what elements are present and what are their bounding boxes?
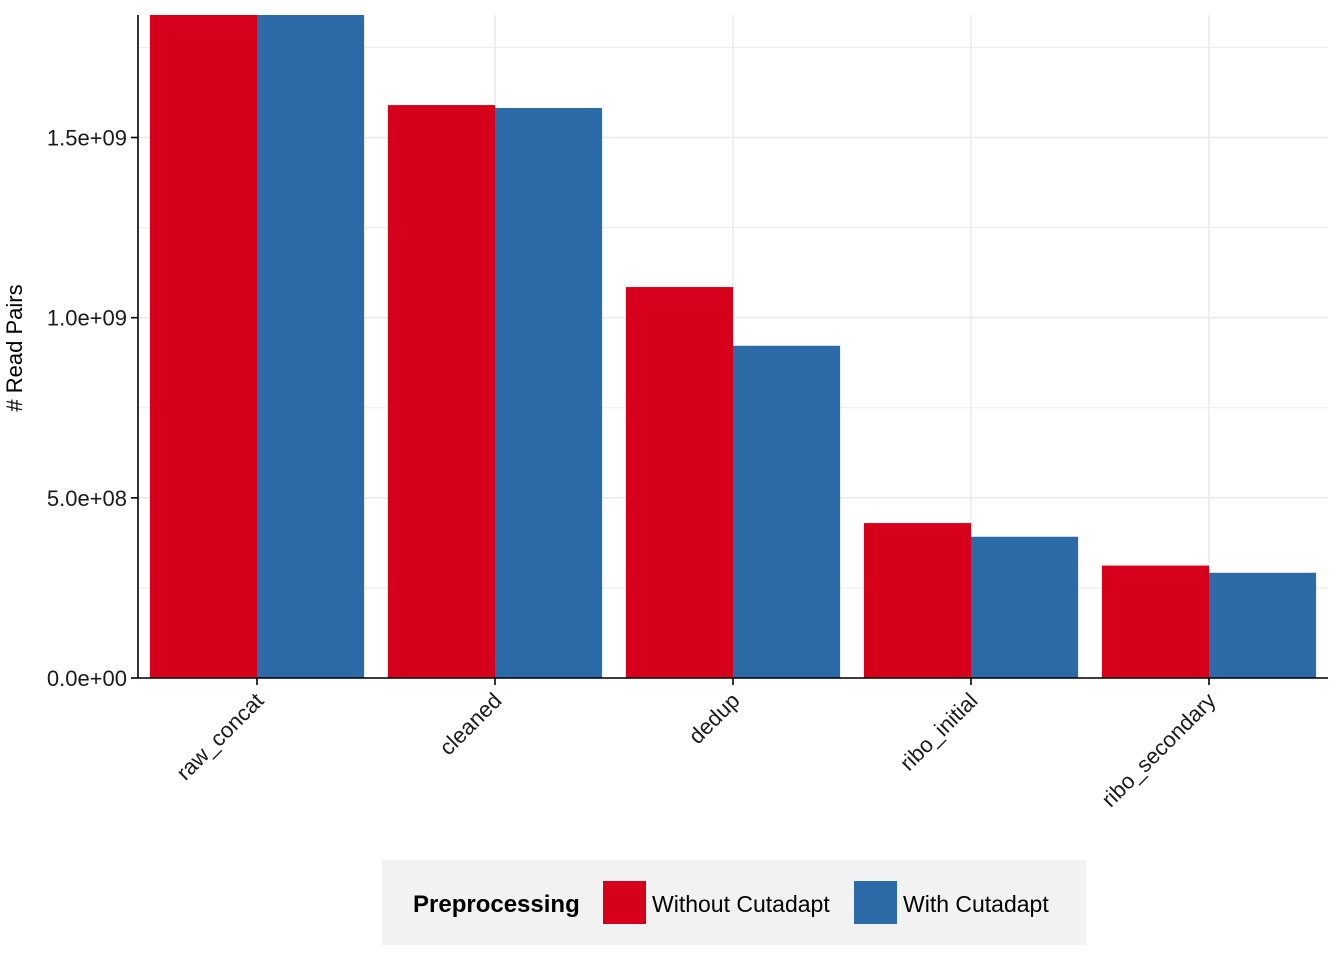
legend-key-without-cutadapt xyxy=(603,881,646,924)
x-ticks: raw_concat cleaned dedup ribo_initial ribo_s… xyxy=(171,678,1221,812)
x-tick-label: ribo_initial xyxy=(895,688,983,776)
bar-cleaned-with-cutadapt xyxy=(495,107,603,679)
y-tick-label: 5.0e+08 xyxy=(47,486,127,511)
y-ticks: 0.0e+00 5.0e+08 1.0e+09 1.5e+09 xyxy=(47,126,138,691)
bar-ribo_initial-without-cutadapt xyxy=(863,523,971,678)
bar-raw_concat-without-cutadapt xyxy=(149,15,257,678)
y-tick-label: 1.0e+09 xyxy=(47,306,127,331)
x-tick-label: raw_concat xyxy=(171,688,268,785)
bar-cleaned-without-cutadapt xyxy=(387,105,495,678)
legend-key-with-cutadapt xyxy=(854,881,897,924)
x-tick-label: ribo_secondary xyxy=(1096,688,1220,812)
legend-title: Preprocessing xyxy=(413,891,580,918)
legend: Preprocessing Without Cutadapt With Cutad… xyxy=(382,860,1086,945)
bar-ribo_secondary-with-cutadapt xyxy=(1209,572,1317,678)
x-tick-label: dedup xyxy=(684,688,745,749)
y-tick-label: 1.5e+09 xyxy=(47,126,127,151)
y-tick-label: 0.0e+00 xyxy=(47,666,127,691)
bar-dedup-without-cutadapt xyxy=(625,287,733,678)
bar-ribo_secondary-without-cutadapt xyxy=(1101,565,1209,678)
legend-background xyxy=(382,860,1086,945)
y-axis-title: # Read Pairs xyxy=(2,284,27,411)
legend-items: Without Cutadapt With Cutadapt xyxy=(603,881,1049,924)
bar-dedup-with-cutadapt xyxy=(733,345,841,678)
bars-layer xyxy=(149,15,1317,679)
legend-label-with-cutadapt: With Cutadapt xyxy=(903,891,1049,917)
bar-ribo_initial-with-cutadapt xyxy=(971,536,1079,678)
legend-label-without-cutadapt: Without Cutadapt xyxy=(652,891,830,917)
x-tick-label: cleaned xyxy=(434,688,506,760)
bar-raw_concat-with-cutadapt xyxy=(257,15,365,678)
